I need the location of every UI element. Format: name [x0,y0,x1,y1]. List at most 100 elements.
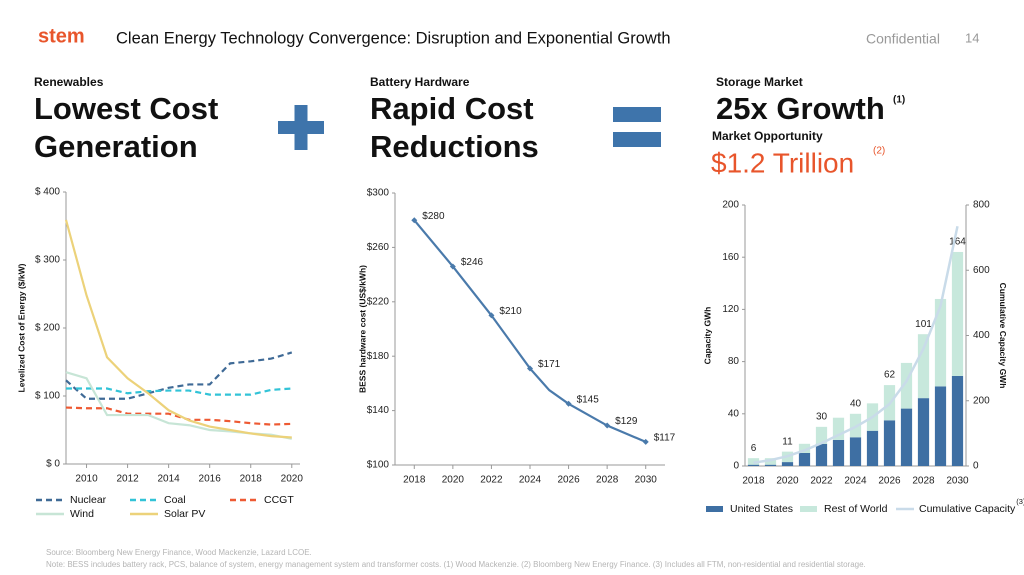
panel-sublabel: Market Opportunity [712,129,823,143]
bar-segment [900,408,913,466]
bar-segment [951,251,964,376]
y2-tick-label: 0 [973,461,979,472]
x-tick-label: 2022 [480,475,503,486]
x-tick-label: 2030 [946,476,969,487]
x-tick-label: 2016 [199,474,222,485]
y-tick-label: $140 [367,405,390,416]
panel-headline: Reductions [370,129,539,164]
bar-segment [781,462,794,466]
source-note: Note: BESS includes battery rack, PCS, b… [46,560,866,569]
point-marker [604,422,611,429]
bar-segment [866,430,879,466]
legend-note: (3) [1016,497,1024,506]
bar-segment [934,298,947,387]
y-tick-label: 40 [728,408,740,419]
point-marker [565,400,572,407]
legend-swatch [800,506,817,512]
y-tick-label: 160 [722,252,739,263]
point-marker [449,263,456,270]
x-tick-label: 2024 [844,476,867,487]
logo: stem [38,25,85,47]
panel-label: Battery Hardware [370,75,470,89]
y-tick-label: $260 [367,242,390,253]
panel-label: Storage Market [716,75,803,89]
total-label: 40 [850,398,862,409]
y-tick-label: $300 [367,188,390,199]
y-tick-label: 120 [722,304,739,315]
panel-headline: Generation [34,129,198,164]
y-tick-label: $ 100 [35,391,60,402]
bar-segment [798,443,811,453]
x-tick-label: 2026 [878,476,901,487]
y2-axis-title: Cumulative Capacity GWh [998,283,1008,389]
y-tick-label: 80 [728,356,740,367]
bar-segment [849,437,862,466]
y2-tick-label: 800 [973,200,990,211]
bar-segment [832,439,845,466]
panel-headline: Rapid Cost [370,91,534,126]
legend-label: Wind [70,508,94,520]
bar-segment [747,464,760,466]
bar-segment [798,452,811,466]
x-tick-label: 2010 [75,474,98,485]
y-tick-label: 0 [733,461,739,472]
bar-segment [917,398,930,466]
bar-segment [883,420,896,466]
y-tick-label: $ 200 [35,323,60,334]
data-label: $280 [422,211,445,222]
y2-tick-label: 200 [973,395,990,406]
y-tick-label: $180 [367,351,390,362]
x-tick-label: 2028 [912,476,935,487]
bar-segment [764,458,777,465]
bar-segment [764,464,777,466]
data-label: $210 [499,306,522,317]
y-axis-title: Levelized Cost of Energy ($/kW) [16,263,26,392]
x-tick-label: 2020 [281,474,304,485]
data-label: $246 [461,257,484,268]
line-series [65,406,292,426]
x-tick-label: 2018 [742,476,765,487]
y-tick-label: $ 300 [35,255,60,266]
line-series [65,371,293,440]
legend-label: Coal [164,494,186,506]
footnote-ref: (2) [873,146,885,157]
data-label: $117 [654,433,676,444]
source-note: Source: Bloomberg New Energy Finance, Wo… [46,548,312,557]
data-label: $171 [538,359,561,370]
x-tick-label: 2022 [810,476,833,487]
y-axis-title: BESS hardware cost (US$/kWh) [357,265,367,393]
bar-segment [815,426,828,444]
y-tick-label: $100 [367,460,390,471]
plus-icon [294,105,308,150]
line-series [66,387,292,396]
x-tick-label: 2028 [596,475,619,486]
x-tick-label: 2020 [776,476,799,487]
bar-segment [747,458,760,465]
point-marker [411,217,418,224]
y-tick-label: 200 [722,200,739,211]
confidential: Confidential [866,31,940,47]
x-tick-label: 2018 [403,475,426,486]
x-tick-label: 2020 [442,475,465,486]
page-number: 14 [965,30,979,45]
total-label: 164 [949,237,966,248]
panel-label: Renewables [34,75,104,89]
y2-tick-label: 400 [973,330,990,341]
legend-label: United States [730,503,793,515]
legend-swatch [706,506,723,512]
panel-headline: 25x Growth [716,91,885,126]
point-marker [488,312,495,319]
y2-tick-label: 600 [973,265,990,276]
total-label: 6 [751,443,757,454]
x-tick-label: 2014 [158,474,181,485]
y-tick-label: $ 400 [35,187,60,198]
point-marker [642,438,649,445]
bar-segment [900,362,913,409]
line-series [413,219,647,443]
bar-segment [832,417,845,440]
x-tick-label: 2026 [557,475,580,486]
total-label: 101 [915,319,932,330]
bar-segment [934,386,947,466]
x-tick-label: 2024 [519,475,542,486]
